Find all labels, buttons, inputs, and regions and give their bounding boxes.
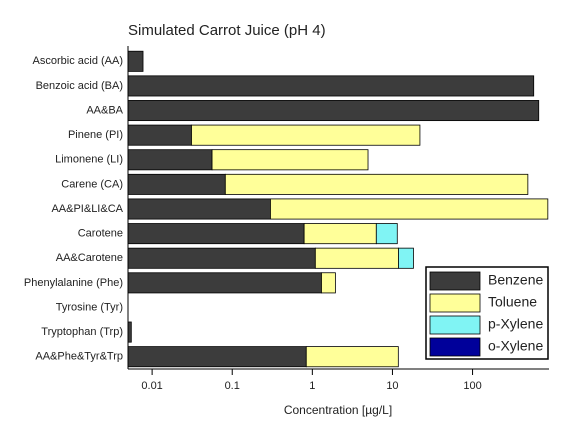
x-tick-label: 0.1 [225, 380, 240, 392]
x-axis-label: Concentration [µg/L] [284, 403, 392, 417]
category-label: Carene (CA) [61, 178, 123, 190]
bar-segment [127, 100, 540, 122]
category-label: AA&Carotene [56, 252, 123, 264]
category-label: Carotene [78, 228, 123, 240]
legend-swatch [429, 337, 481, 357]
category-label: AA&BA [86, 104, 123, 116]
category-label: Ascorbic acid (AA) [33, 55, 123, 67]
legend-swatch [429, 271, 481, 291]
bar-segment [127, 272, 322, 294]
category-label: AA&PI&LI&CA [51, 203, 123, 215]
legend-label: o-Xylene [488, 338, 543, 354]
bar-segment [127, 223, 305, 245]
x-tick-label: 1 [309, 380, 315, 392]
bar-segment [224, 173, 529, 195]
x-tick-label: 10 [386, 380, 398, 392]
category-label: Phenylalanine (Phe) [24, 277, 123, 289]
bar-segment [305, 346, 399, 368]
category-label: Tyrosine (Tyr) [56, 301, 123, 313]
chart-title: Simulated Carrot Juice (pH 4) [128, 22, 326, 39]
bar-segment [127, 173, 226, 195]
bar-segment [127, 198, 271, 220]
legend-label: Toluene [488, 294, 537, 310]
category-label: Tryptophan (Trp) [41, 326, 123, 338]
category-label: Benzoic acid (BA) [36, 80, 123, 92]
x-tick-label: 0.01 [141, 380, 162, 392]
bar-segment [314, 247, 399, 269]
bar-segment [375, 223, 398, 245]
bar-segment [398, 247, 414, 269]
bar-segment [303, 223, 377, 245]
category-label: Pinene (PI) [68, 129, 123, 141]
legend-swatch [429, 293, 481, 313]
category-label: AA&Phe&Tyr&Trp [35, 351, 123, 363]
bar-segment [321, 272, 336, 294]
bar-segment [191, 124, 421, 146]
legend-label: Benzene [488, 272, 543, 288]
bar-segment [270, 198, 549, 220]
bar-segment [211, 149, 369, 171]
bar-segment [127, 124, 192, 146]
bar-segment [127, 346, 307, 368]
legend-label: p-Xylene [488, 316, 543, 332]
x-tick-label: 100 [463, 380, 481, 392]
category-label: Limonene (LI) [55, 154, 123, 166]
bar-segment [127, 75, 535, 97]
bar-segment [127, 247, 316, 269]
bar-segment [127, 50, 144, 72]
bar-segment [127, 149, 213, 171]
legend-swatch [429, 315, 481, 335]
